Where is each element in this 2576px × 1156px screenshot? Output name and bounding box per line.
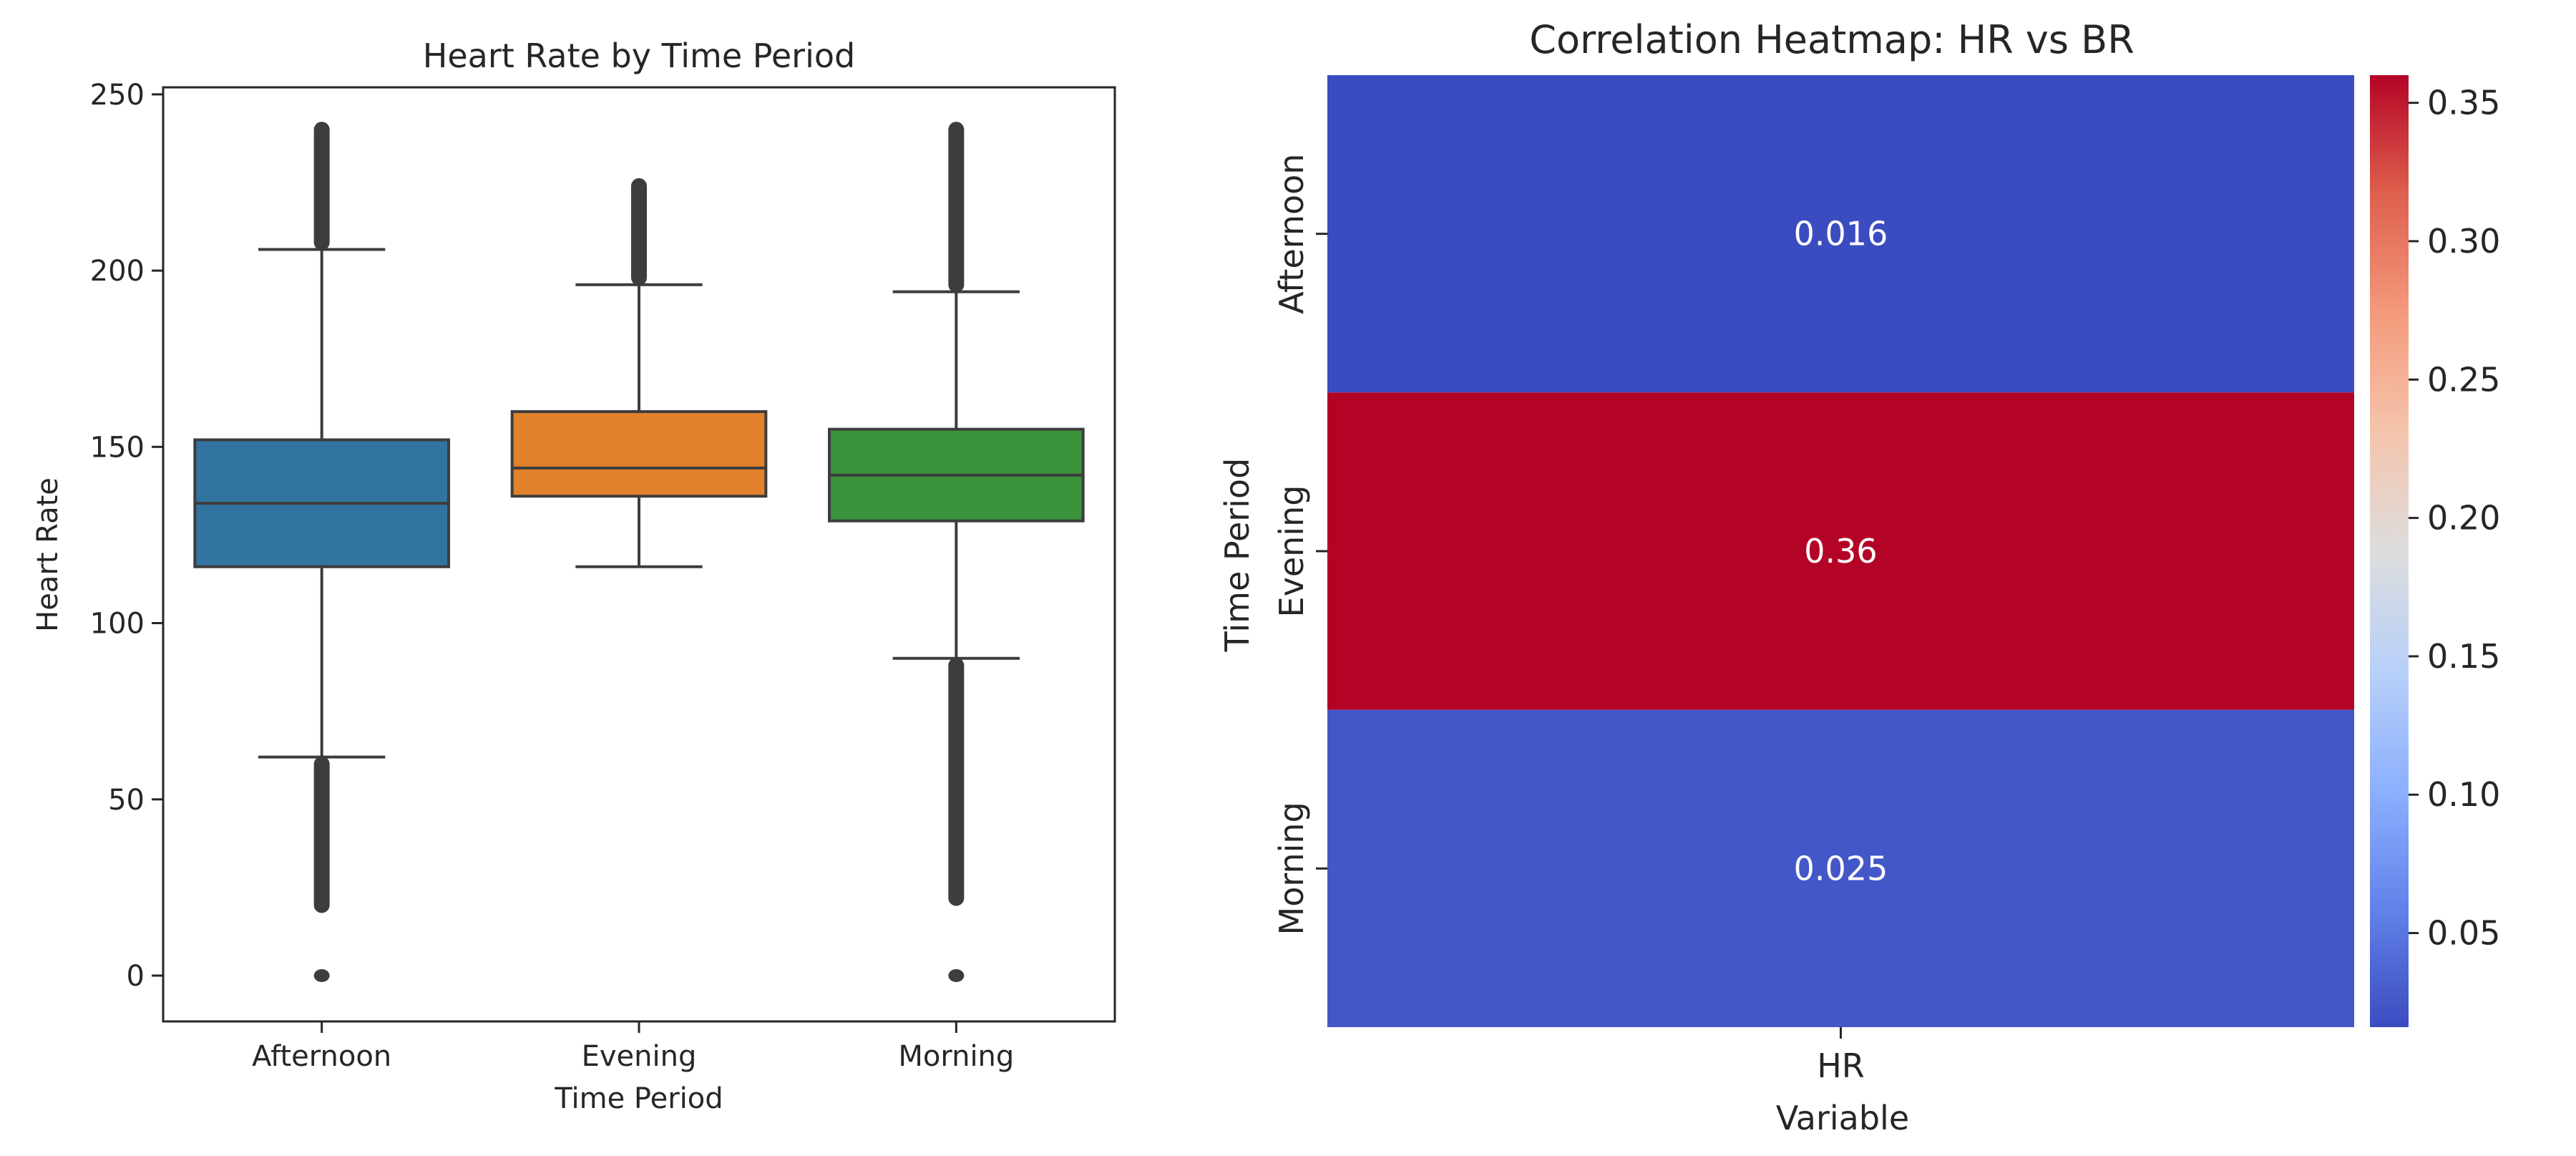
x-tick-label: Afternoon xyxy=(252,1040,391,1073)
boxplot-title: Heart Rate by Time Period xyxy=(423,37,855,75)
boxplot-x-label: Time Period xyxy=(554,1082,723,1115)
x-tick-label: HR xyxy=(1817,1046,1865,1085)
colorbar-gradient xyxy=(2370,75,2409,1027)
y-tick-label: 100 xyxy=(90,608,145,641)
heatmap-cell-afternoon xyxy=(1327,75,2354,393)
boxplot-x-ticks: Afternoon Evening Morning xyxy=(252,1021,1014,1073)
heatmap-x-ticks: HR xyxy=(1817,1027,1865,1085)
colorbar-tick-label: 0.20 xyxy=(2427,499,2500,538)
y-tick-label: 250 xyxy=(90,79,145,112)
y-tick-label: Morning xyxy=(1272,802,1311,935)
heatmap-y-ticks: Afternoon Evening Morning xyxy=(1272,154,1327,935)
colorbar-tick-label: 0.30 xyxy=(2427,222,2500,261)
colorbar-tick-label: 0.25 xyxy=(2427,360,2500,399)
boxplot-chart: Heart Rate by Time Period 0 50 100 150 200 25… xyxy=(31,37,1116,1115)
heatmap-x-label: Variable xyxy=(1776,1099,1909,1137)
heatmap-cell-annotation: 0.36 xyxy=(1804,532,1877,570)
outlier-point xyxy=(313,968,330,982)
boxplot-plot-area xyxy=(193,122,1085,982)
heatmap-cell-annotation: 0.025 xyxy=(1794,849,1888,888)
heatmap-title: Correlation Heatmap: HR vs BR xyxy=(1529,17,2134,62)
heatmap-colorbar: 0.05 0.10 0.15 0.20 0.25 0.30 0.35 xyxy=(2370,75,2500,1027)
y-tick-label: 150 xyxy=(90,431,145,464)
colorbar-ticks: 0.05 0.10 0.15 0.20 0.25 0.30 0.35 xyxy=(2409,84,2500,953)
outlier-point xyxy=(948,968,965,982)
heatmap-chart: Correlation Heatmap: HR vs BR 0.0160.360… xyxy=(1218,17,2500,1137)
colorbar-tick-label: 0.10 xyxy=(2427,775,2500,814)
heatmap-cell-morning xyxy=(1327,709,2354,1027)
x-tick-label: Morning xyxy=(898,1040,1014,1073)
heatmap-cell-annotation: 0.016 xyxy=(1794,215,1888,253)
y-tick-label: Afternoon xyxy=(1272,154,1311,314)
heatmap-cell-evening xyxy=(1327,392,2354,710)
y-tick-label: 50 xyxy=(108,784,145,817)
y-tick-label: 0 xyxy=(127,960,145,993)
heatmap-cells: 0.016 0.36 0.025 xyxy=(1327,75,2354,1027)
y-tick-label: 200 xyxy=(90,255,145,288)
y-tick-label: Evening xyxy=(1272,485,1311,618)
heatmap-y-label: Time Period xyxy=(1218,458,1257,653)
colorbar-tick-label: 0.35 xyxy=(2427,84,2500,122)
boxplot-y-label: Heart Rate xyxy=(31,477,64,632)
colorbar-tick-label: 0.15 xyxy=(2427,637,2500,676)
colorbar-tick-label: 0.05 xyxy=(2427,914,2500,953)
boxplot-y-ticks: 0 50 100 150 200 250 xyxy=(90,79,163,993)
box-evening xyxy=(510,410,768,498)
x-tick-label: Evening xyxy=(582,1040,697,1073)
